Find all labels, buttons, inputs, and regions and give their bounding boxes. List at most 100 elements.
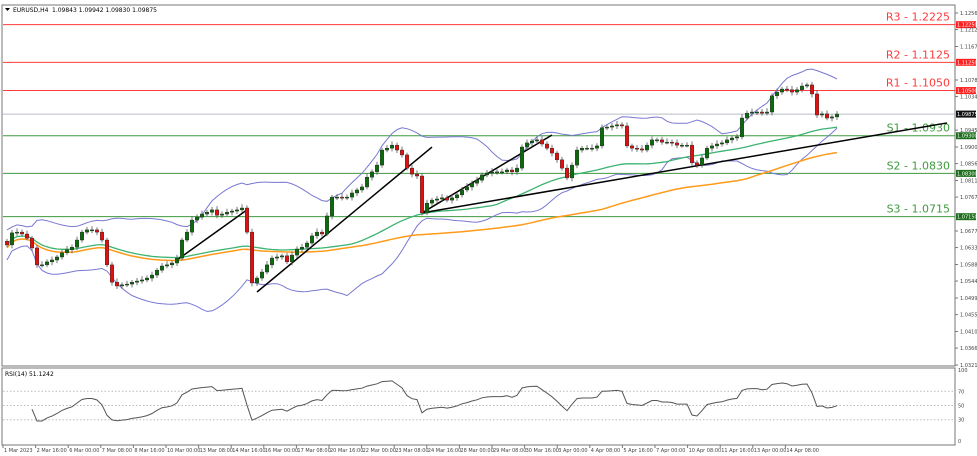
level-label: R2 - 1.1125 bbox=[886, 48, 950, 61]
bullish-candle bbox=[194, 214, 199, 224]
time-tick-label: 7 Mar 08:00 bbox=[102, 448, 132, 454]
candle-body bbox=[234, 209, 239, 212]
price-tick-label: 1.03210 bbox=[960, 363, 977, 369]
candle-body bbox=[330, 196, 335, 217]
bullish-candle bbox=[204, 209, 209, 217]
bullish-candle bbox=[159, 262, 164, 273]
price-tick-label: 1.07670 bbox=[960, 195, 977, 201]
price-axis: 1.12560 1.12120 1.11670 1.10780 1.10340 1.094… bbox=[955, 11, 977, 369]
time-tick-label: 5 Apr 16:00 bbox=[623, 448, 652, 454]
bearish-candle bbox=[340, 193, 345, 201]
current-price-box bbox=[956, 110, 976, 118]
candle-body bbox=[735, 136, 740, 139]
candle-body bbox=[355, 189, 360, 194]
bullish-candle bbox=[505, 167, 510, 175]
bullish-candle bbox=[740, 114, 745, 140]
bullish-candle bbox=[139, 276, 144, 284]
time-tick-label: 11 Apr 16:00 bbox=[721, 448, 754, 454]
time-tick-label: 17 Mar 08:00 bbox=[297, 448, 330, 454]
candle-body bbox=[325, 215, 330, 235]
bullish-candle bbox=[665, 138, 670, 145]
bearish-candle bbox=[395, 142, 400, 154]
bullish-candle bbox=[725, 136, 730, 146]
candle-body bbox=[470, 182, 475, 188]
time-tick-label: 7 Apr 00:00 bbox=[656, 448, 685, 454]
time-tick-label: 20 Mar 16:00 bbox=[330, 448, 363, 454]
candle-body bbox=[335, 196, 340, 199]
bearish-candle bbox=[560, 156, 565, 171]
candle-body bbox=[810, 84, 815, 95]
candle-body bbox=[94, 229, 99, 233]
bullish-candle bbox=[229, 208, 234, 216]
candle-body bbox=[350, 192, 355, 198]
candle-body bbox=[129, 281, 134, 285]
candle-body bbox=[189, 219, 194, 233]
bullish-candle bbox=[460, 186, 465, 198]
bearish-candle bbox=[690, 141, 695, 167]
price-tick-label: 1.05440 bbox=[960, 279, 977, 285]
candle-body bbox=[154, 269, 159, 276]
price-axis-level-value: 1.08300 bbox=[957, 171, 977, 177]
price-tick-label: 1.11670 bbox=[960, 45, 977, 51]
candle-body bbox=[755, 111, 760, 114]
bullish-candle bbox=[575, 146, 580, 169]
candle-body bbox=[505, 169, 510, 173]
bearish-candle bbox=[810, 81, 815, 98]
candle-body bbox=[490, 171, 495, 174]
price-axis-level-box bbox=[956, 21, 976, 29]
bullish-candle bbox=[715, 140, 720, 149]
candle-body bbox=[194, 216, 199, 221]
price-tick-label: 1.12560 bbox=[960, 11, 977, 17]
candle-body bbox=[630, 145, 635, 149]
candle-body bbox=[40, 264, 45, 267]
bullish-candle bbox=[805, 82, 810, 89]
price-tick-label: 1.08560 bbox=[960, 162, 977, 168]
bullish-candle bbox=[375, 161, 380, 175]
bullish-candle bbox=[480, 172, 485, 183]
price-axis-level-box bbox=[956, 58, 976, 66]
price-tick-label: 1.05880 bbox=[960, 263, 977, 269]
price-tick-label: 1.03660 bbox=[960, 346, 977, 352]
time-tick-label: 13 Apr 00:00 bbox=[754, 448, 787, 454]
time-tick-label: 6 Mar 00:00 bbox=[69, 448, 99, 454]
candle-body bbox=[780, 88, 785, 93]
time-tick-label: 22 Mar 00:00 bbox=[363, 448, 396, 454]
bullish-candle bbox=[119, 282, 124, 289]
bullish-candle bbox=[735, 133, 740, 142]
bullish-candle bbox=[430, 197, 435, 207]
bullish-candle bbox=[69, 244, 74, 254]
bullish-candle bbox=[600, 124, 605, 149]
candle-body bbox=[460, 189, 465, 196]
bearish-candle bbox=[625, 122, 630, 149]
current-price-value: 1.09875 bbox=[957, 112, 977, 118]
candle-body bbox=[60, 252, 65, 258]
candle-body bbox=[595, 145, 600, 149]
time-tick-label: 3 Apr 00:00 bbox=[558, 448, 587, 454]
candle-body bbox=[340, 196, 345, 199]
time-tick-label: 13 Mar 08:00 bbox=[200, 448, 233, 454]
candle-body bbox=[270, 257, 275, 266]
dropdown-triangle-icon[interactable] bbox=[5, 8, 10, 11]
bullish-candle bbox=[495, 169, 500, 175]
bearish-candle bbox=[99, 228, 104, 243]
price-tick-label: 1.09450 bbox=[960, 128, 977, 134]
candle-body bbox=[305, 242, 310, 248]
candle-body bbox=[209, 209, 214, 213]
bullish-candle bbox=[685, 142, 690, 148]
bullish-candle bbox=[700, 154, 705, 168]
candle-body bbox=[395, 144, 400, 151]
candle-body bbox=[159, 265, 164, 271]
candle-body bbox=[285, 255, 290, 263]
candle-body bbox=[560, 159, 565, 169]
chart-header: EURUSD,H4 1.09843 1.09942 1.09830 1.0987… bbox=[5, 7, 157, 14]
candle-body bbox=[295, 248, 300, 256]
bullish-candle bbox=[124, 280, 129, 288]
candle-body bbox=[655, 139, 660, 142]
bearish-candle bbox=[640, 145, 645, 153]
bullish-candle bbox=[390, 141, 395, 152]
time-tick-label: 29 Mar 08:00 bbox=[493, 448, 526, 454]
bullish-candle bbox=[154, 267, 159, 279]
time-axis: 1 Mar 2023 2 Mar 16:00 6 Mar 00:00 7 Mar 08… bbox=[2, 445, 819, 454]
trendline bbox=[176, 209, 248, 261]
